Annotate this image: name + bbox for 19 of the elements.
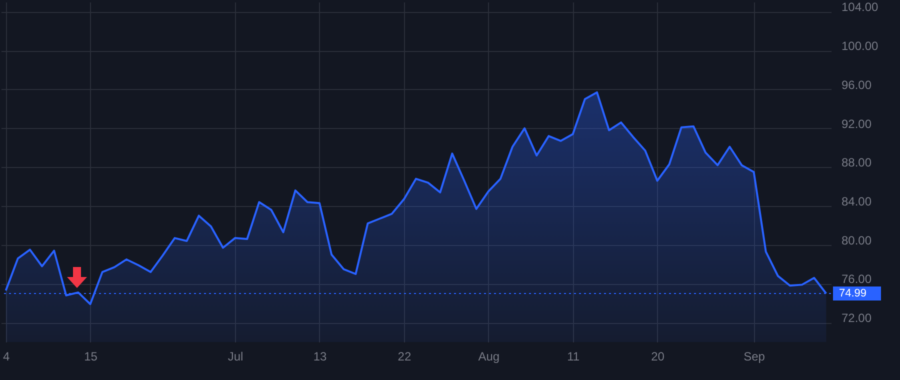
x-tick-label: Jul: [228, 350, 244, 364]
x-tick-label: 22: [398, 350, 412, 364]
x-tick-label: 11: [567, 350, 580, 364]
y-tick-label: 88.00: [842, 156, 872, 170]
x-tick-label: 13: [313, 350, 327, 364]
x-tick-label: 4: [2, 350, 10, 364]
y-tick-label: 80.00: [842, 233, 872, 248]
y-tick-label: 104.00: [842, 0, 879, 14]
x-tick-label: 20: [651, 350, 665, 364]
x-tick-label: Aug: [478, 350, 500, 364]
ref-line-label: 74.99: [839, 288, 867, 300]
y-tick-label: 100.00: [842, 39, 879, 54]
x-tick-label: Sep: [744, 350, 766, 364]
y-tick-label: 84.00: [842, 194, 872, 208]
x-tick-label: 15: [84, 350, 98, 364]
y-tick-label: 72.00: [842, 311, 872, 326]
y-tick-label: 76.00: [842, 272, 872, 286]
y-tick-label: 92.00: [842, 116, 872, 131]
y-tick-label: 96.00: [842, 78, 872, 92]
